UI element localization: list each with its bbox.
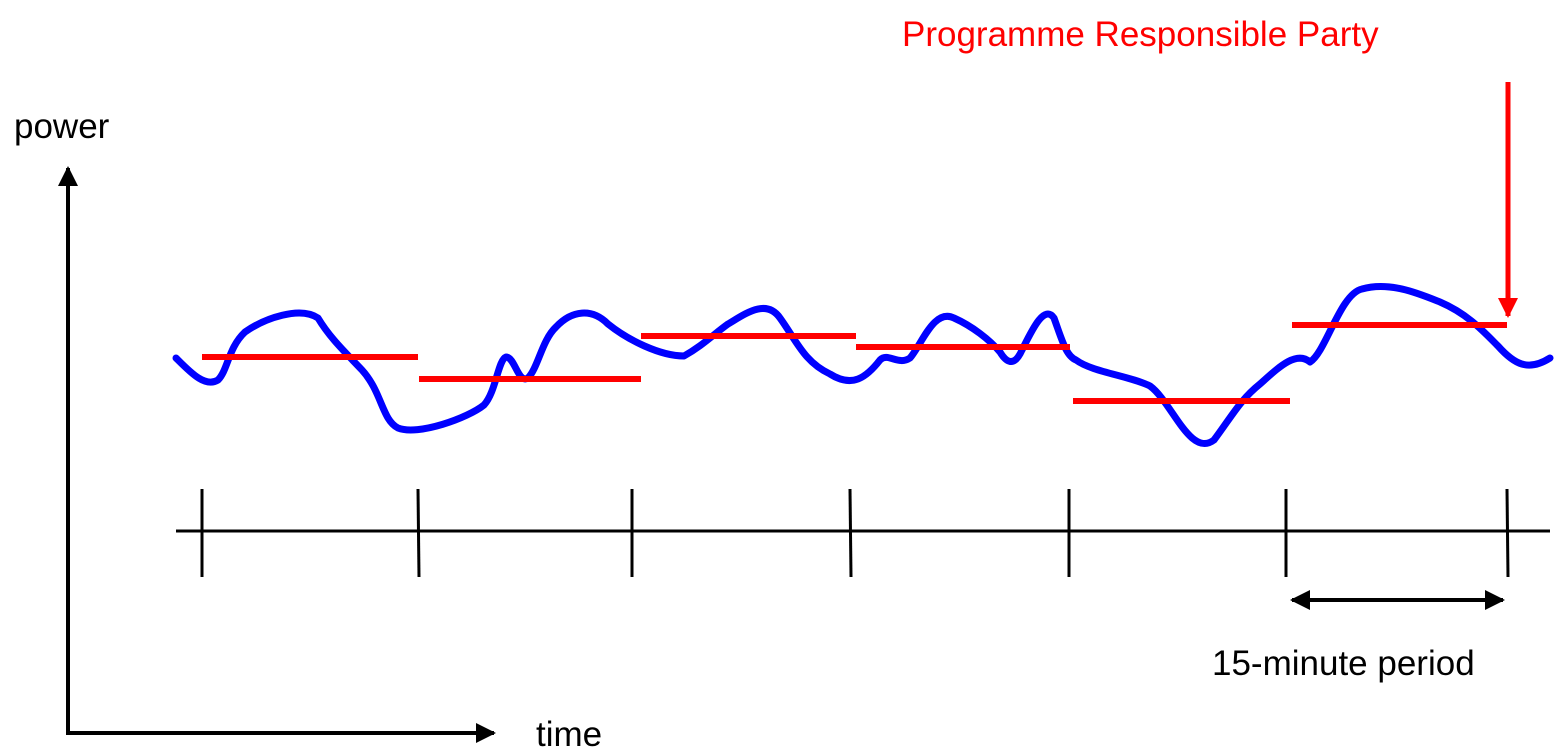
y-axis-label: power <box>14 107 110 146</box>
period-tick <box>1505 488 1510 578</box>
period-ticks <box>200 488 1510 578</box>
programme-label: Programme Responsible Party <box>902 15 1379 54</box>
period-label: 15-minute period <box>1212 644 1475 683</box>
programme-levels <box>202 322 1507 404</box>
actual-power-curve <box>172 283 1554 447</box>
period-tick <box>416 488 421 578</box>
x-axis-label: time <box>536 715 602 749</box>
period-tick <box>848 488 853 578</box>
